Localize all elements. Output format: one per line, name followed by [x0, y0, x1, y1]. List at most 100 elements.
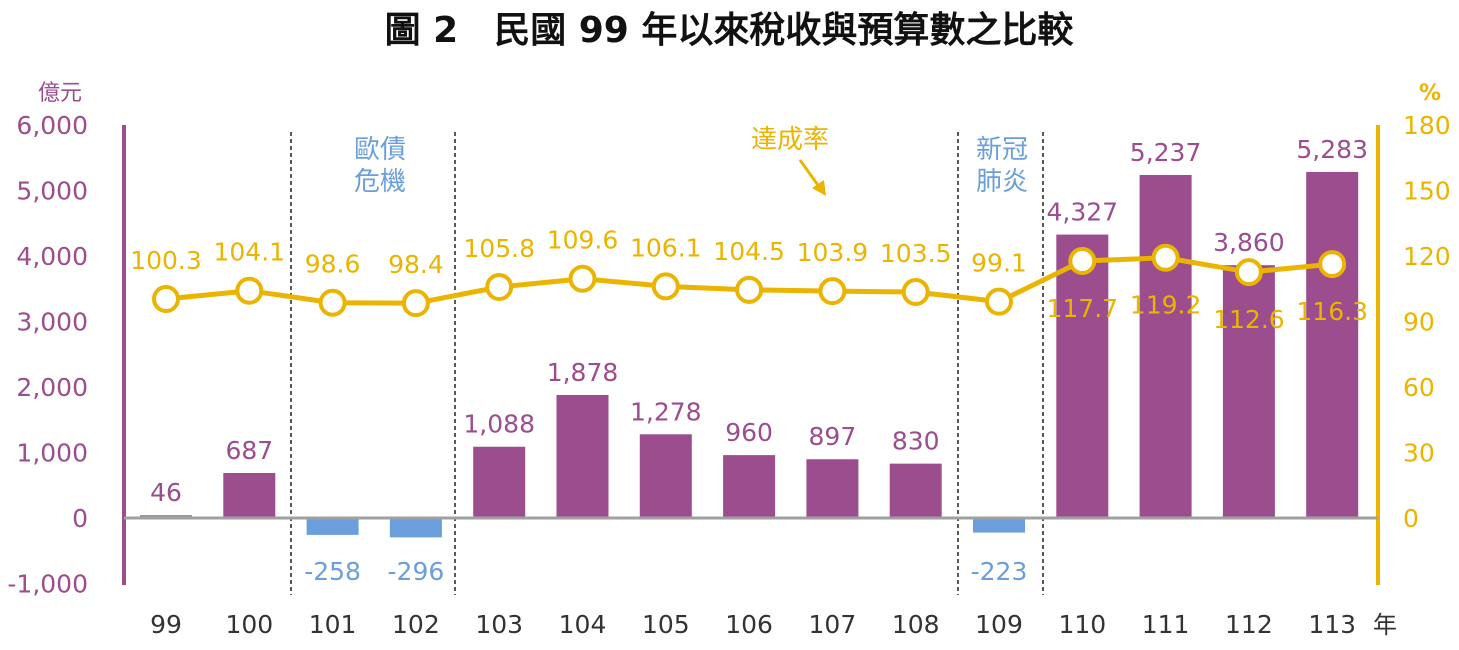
- right-tick-label: 30: [1403, 439, 1435, 468]
- rate-point: [1234, 258, 1263, 287]
- bar-value-label: 4,327: [1047, 198, 1119, 227]
- left-tick-label: 2,000: [16, 373, 88, 402]
- rate-point: [235, 276, 264, 305]
- rate-value-label: 100.3: [130, 246, 202, 275]
- bar: [639, 434, 692, 518]
- rate-point: [901, 278, 930, 307]
- left-tick-label: 4,000: [16, 242, 88, 271]
- x-tick-label: 102: [392, 610, 440, 639]
- rate-value-label: 117.7: [1047, 294, 1119, 323]
- left-tick-label: 1,000: [16, 439, 88, 468]
- right-tick-label: 60: [1403, 373, 1435, 402]
- bar-value-label: 1,088: [463, 410, 535, 439]
- rate-point: [1318, 250, 1347, 279]
- bar-value-label: 1,878: [547, 358, 619, 387]
- rate-value-label: 105.8: [463, 234, 535, 263]
- right-tick-label: 120: [1403, 242, 1451, 271]
- left-tick-label: -1,000: [7, 570, 88, 599]
- rate-value-label: 103.5: [880, 239, 952, 268]
- x-tick-label: 99: [150, 610, 182, 639]
- bar: [1056, 234, 1109, 519]
- rate-point: [818, 277, 847, 306]
- bar-value-label: -296: [388, 557, 445, 586]
- x-tick-label: 113: [1308, 610, 1356, 639]
- bar: [473, 446, 526, 518]
- left-tick-label: 5,000: [16, 177, 88, 206]
- rate-point: [651, 272, 680, 301]
- rate-point: [318, 288, 347, 317]
- left-tick-label: 0: [72, 504, 88, 533]
- rate-point: [401, 289, 430, 318]
- x-axis-unit: 年: [1373, 611, 1397, 639]
- x-tick-label: 111: [1142, 610, 1190, 639]
- rate-annotation-arrow: [798, 159, 826, 196]
- bar: [973, 518, 1025, 533]
- bar-value-label: 5,283: [1296, 135, 1368, 164]
- bar-value-label: 687: [225, 436, 273, 465]
- bar: [140, 514, 192, 518]
- x-tick-label: 100: [225, 610, 273, 639]
- rate-value-label: 99.1: [971, 249, 1027, 278]
- x-tick-label: 101: [309, 610, 357, 639]
- rate-value-label: 119.2: [1130, 291, 1202, 320]
- covid-annotation-1: 新冠: [976, 135, 1028, 165]
- bar: [806, 459, 859, 518]
- right-tick-label: 180: [1403, 111, 1451, 140]
- rate-point: [735, 275, 764, 304]
- rate-value-label: 116.3: [1296, 297, 1368, 326]
- rate-point: [152, 285, 180, 314]
- x-tick-label: 107: [809, 610, 857, 639]
- x-tick-label: 108: [892, 610, 940, 639]
- x-tick-label: 103: [475, 610, 523, 639]
- rate-point: [1151, 243, 1180, 272]
- rate-point: [485, 273, 514, 302]
- bar: [723, 455, 776, 518]
- x-tick-label: 105: [642, 610, 690, 639]
- right-axis-unit: %: [1419, 81, 1441, 106]
- rate-point: [568, 264, 597, 293]
- bar-value-label: 960: [725, 418, 773, 447]
- x-tick-label: 106: [725, 610, 773, 639]
- left-tick-label: 6,000: [16, 111, 88, 140]
- rate-value-label: 106.1: [630, 233, 702, 262]
- right-tick-label: 150: [1403, 177, 1451, 206]
- bar: [1139, 174, 1192, 518]
- bar-value-label: 830: [892, 427, 940, 456]
- rate-value-label: 109.6: [547, 226, 619, 255]
- bar: [223, 473, 276, 518]
- bar: [1222, 265, 1275, 518]
- euro-crisis-annotation-2: 危機: [354, 167, 406, 197]
- right-tick-label: 0: [1403, 504, 1419, 533]
- x-tick-label: 110: [1058, 610, 1106, 639]
- bar-value-label: 5,237: [1130, 138, 1202, 167]
- rate-value-label: 104.5: [713, 237, 785, 266]
- euro-crisis-annotation-1: 歐債: [354, 135, 406, 165]
- rate-value-label: 104.1: [214, 238, 286, 267]
- bar: [306, 518, 359, 535]
- rate-point: [985, 287, 1013, 316]
- x-tick-label: 104: [559, 610, 607, 639]
- rate-value-label: 103.9: [797, 238, 869, 267]
- bar-value-label: 46: [150, 478, 182, 507]
- rate-value-label: 98.6: [305, 250, 361, 279]
- rate-annotation: 達成率: [751, 125, 829, 155]
- x-tick-label: 109: [975, 610, 1023, 639]
- right-tick-label: 90: [1403, 308, 1435, 337]
- bar: [1306, 171, 1359, 518]
- rate-point: [1068, 247, 1097, 276]
- bar: [389, 518, 442, 538]
- left-tick-label: 3,000: [16, 308, 88, 337]
- bar: [556, 394, 609, 518]
- left-axis-unit: 億元: [38, 81, 82, 106]
- x-tick-label: 112: [1225, 610, 1273, 639]
- bar-value-label: 3,860: [1213, 228, 1285, 257]
- rate-value-label: 112.6: [1213, 305, 1285, 334]
- rate-value-label: 98.4: [388, 250, 444, 279]
- bar-value-label: -223: [971, 557, 1028, 586]
- chart-title: 圖 2 民國 99 年以來稅收與預算數之比較: [385, 10, 1075, 51]
- bar-value-label: 897: [809, 422, 857, 451]
- covid-annotation-2: 肺炎: [976, 167, 1028, 197]
- bar-value-label: 1,278: [630, 397, 702, 426]
